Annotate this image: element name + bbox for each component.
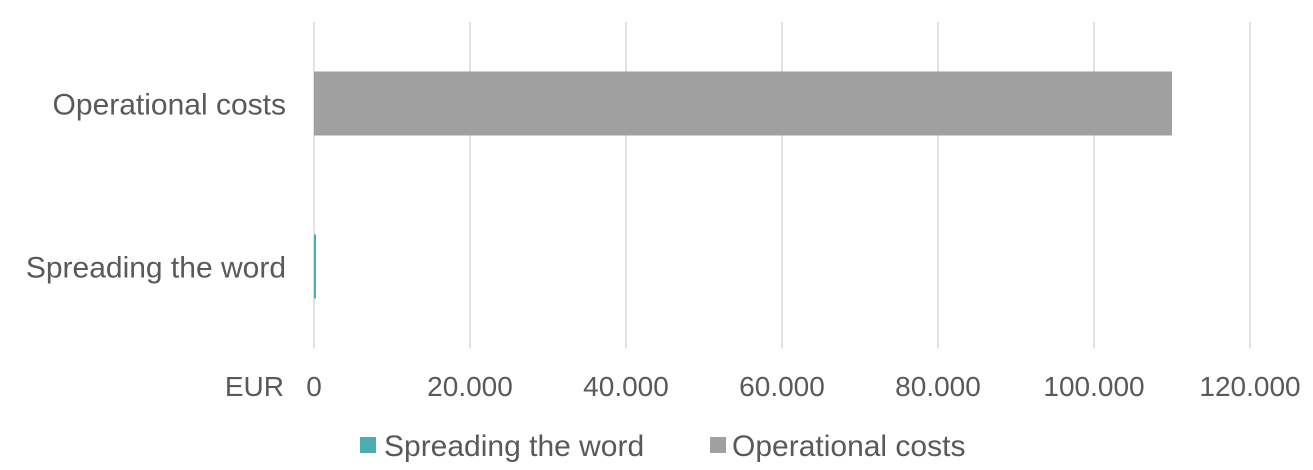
bar xyxy=(314,71,1172,136)
legend-swatch xyxy=(710,437,726,453)
x-tick-label: 80.000 xyxy=(895,371,981,402)
x-tick-label: 60.000 xyxy=(739,371,825,402)
x-tick-label: 20.000 xyxy=(427,371,513,402)
x-tick-label: 120.000 xyxy=(1199,371,1300,402)
x-tick-label: 0 xyxy=(306,371,322,402)
legend-label: Spreading the word xyxy=(384,430,644,463)
x-tick-label: 100.000 xyxy=(1043,371,1144,402)
bars xyxy=(314,71,1172,299)
legend-label: Operational costs xyxy=(732,430,965,463)
x-axis-unit-label: EUR xyxy=(225,371,284,402)
bar xyxy=(314,234,316,299)
category-label: Spreading the word xyxy=(26,252,286,285)
gridlines xyxy=(313,22,1251,348)
category-label: Operational costs xyxy=(53,89,286,122)
x-tick-labels: 0 20.000 40.000 60.000 80.000 100.000 120.000 xyxy=(306,371,1300,402)
category-labels: Spreading the word Operational costs xyxy=(26,89,286,285)
legend-swatch xyxy=(360,437,376,453)
x-tick-label: 40.000 xyxy=(583,371,669,402)
legend: Spreading the word Operational costs xyxy=(360,430,965,463)
